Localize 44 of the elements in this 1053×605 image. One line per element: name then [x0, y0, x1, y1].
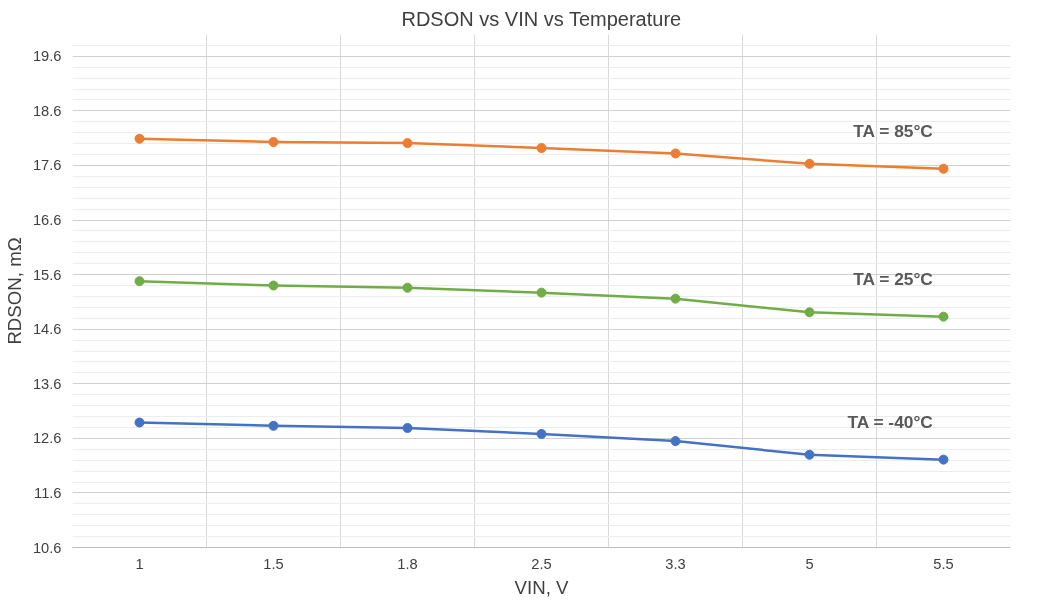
point: [804, 449, 815, 460]
x-tick-label: 2.5: [531, 555, 552, 572]
point: [938, 311, 949, 322]
x-tick-label: 1.5: [263, 555, 284, 572]
series-label: TA = -40°C: [847, 411, 934, 432]
point: [670, 293, 681, 304]
x-tick-label: 5: [805, 555, 814, 572]
point: [268, 280, 279, 291]
y-tick-label: 18.6: [32, 102, 62, 119]
point: [134, 417, 145, 428]
y-axis-title: RDSON, mΩ: [3, 237, 25, 345]
x-tick-label: 5.5: [933, 555, 954, 572]
point: [670, 436, 681, 447]
y-tick-label: 15.6: [32, 266, 62, 283]
y-tick-label: 17.6: [32, 157, 62, 174]
y-tick-label: 19.6: [32, 48, 62, 65]
series-label: TA = 85°C: [853, 120, 934, 141]
y-tick-label: 12.6: [32, 430, 62, 447]
point: [134, 276, 145, 287]
series-label: TA = 25°C: [853, 268, 934, 289]
x-tick-label: 1.8: [397, 555, 418, 572]
y-tick-label: 10.6: [32, 539, 62, 556]
point: [402, 138, 413, 149]
point: [536, 287, 547, 298]
point: [804, 158, 815, 169]
y-tick-label: 11.6: [34, 484, 62, 501]
chart-title: RDSON vs VIN vs Temperature: [401, 7, 682, 30]
point: [402, 282, 413, 293]
point: [536, 143, 547, 154]
point: [402, 422, 413, 433]
point: [268, 420, 279, 431]
point: [670, 148, 681, 159]
point: [804, 307, 815, 318]
y-tick-label: 13.6: [32, 375, 62, 392]
x-tick-label: 1: [135, 555, 144, 572]
x-tick-label: 3.3: [665, 555, 686, 572]
point: [134, 133, 145, 144]
point: [536, 428, 547, 439]
point: [938, 454, 949, 465]
point: [268, 137, 279, 147]
x-axis-title: VIN, V: [514, 576, 570, 598]
y-tick-label: 16.6: [32, 212, 62, 229]
y-tick-label: 14.6: [32, 321, 62, 338]
point: [938, 163, 949, 174]
